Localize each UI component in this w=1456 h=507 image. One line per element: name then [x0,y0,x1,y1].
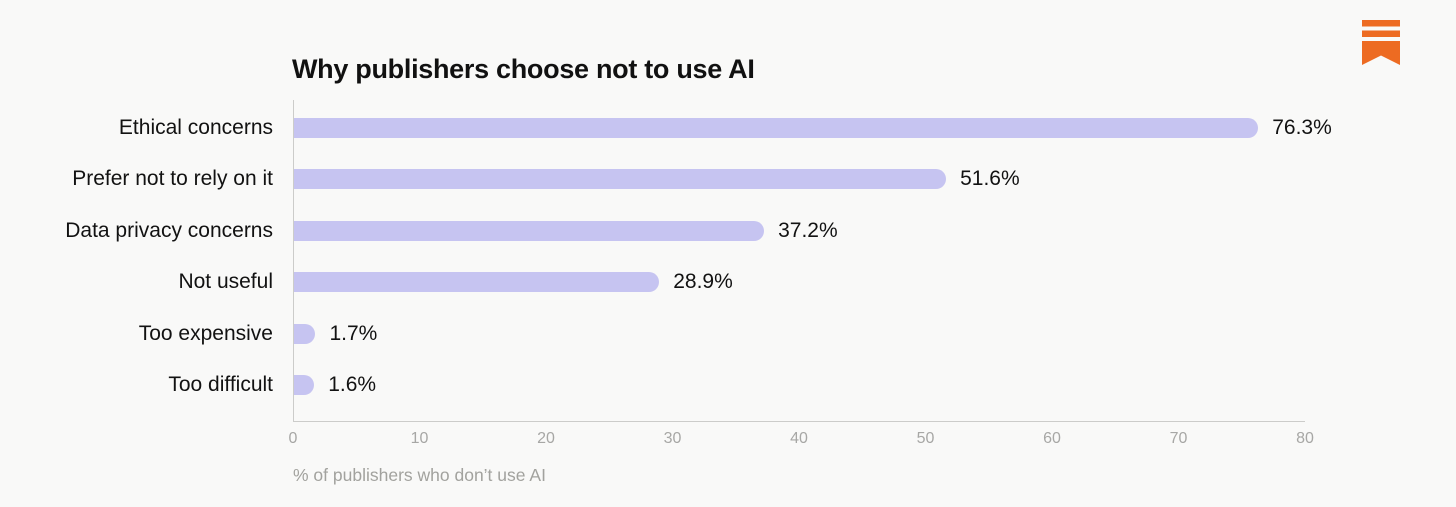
x-tick-label: 10 [410,430,429,447]
category-label: Ethical concerns [118,115,273,139]
plot-area: Ethical concerns 76.3% Prefer not to rely … [65,100,1332,485]
bar [294,272,660,293]
x-axis-label: % of publishers who don’t use AI [293,465,546,485]
logo-stripe-top [1362,20,1400,27]
bar-row: Prefer not to rely on it 51.6% [72,154,1305,206]
logo-stripe-middle [1362,30,1400,37]
x-tick-label: 20 [537,430,555,447]
value-label: 76.3% [1272,115,1332,139]
category-label: Too difficult [168,373,273,397]
value-label: 28.9% [673,270,733,294]
bar [294,117,1259,138]
value-label: 37.2% [778,218,838,242]
x-tick-label: 0 [288,430,298,447]
bar [294,323,316,344]
bar-rows: Ethical concerns 76.3% Prefer not to rely … [65,102,1332,412]
bar [294,375,315,396]
value-label: 1.6% [328,373,377,397]
category-label: Prefer not to rely on it [72,167,273,191]
bar-row: Ethical concerns 76.3% [119,102,1332,154]
bar-row: Too expensive 1.7% [139,308,1305,360]
x-axis-ticks: 0 10 20 30 40 50 60 70 80 [289,430,1314,450]
value-label: 51.6% [960,167,1020,191]
x-tick-label: 50 [916,430,935,447]
bar-row: Data privacy concerns 37.2% [65,205,1305,257]
chart-title: Why publishers choose not to use AI [292,54,755,84]
x-tick-label: 70 [1169,430,1188,447]
x-tick-label: 80 [1296,430,1314,447]
category-label: Not useful [178,270,273,294]
bar [294,169,947,190]
x-tick-label: 40 [790,430,808,447]
x-tick-label: 60 [1043,430,1061,447]
y-axis-line [293,100,294,422]
category-label: Too expensive [138,321,273,345]
bookmark-ribbon-icon [1362,20,1400,65]
x-axis-line [293,421,1305,422]
bar-row: Not useful 28.9% [178,257,1305,309]
value-label: 1.7% [329,321,378,345]
bar-row: Too difficult 1.6% [168,360,1305,412]
category-label: Data privacy concerns [65,218,273,242]
bar [294,220,765,241]
x-tick-label: 30 [663,430,682,447]
logo-bookmark-body [1362,41,1400,65]
